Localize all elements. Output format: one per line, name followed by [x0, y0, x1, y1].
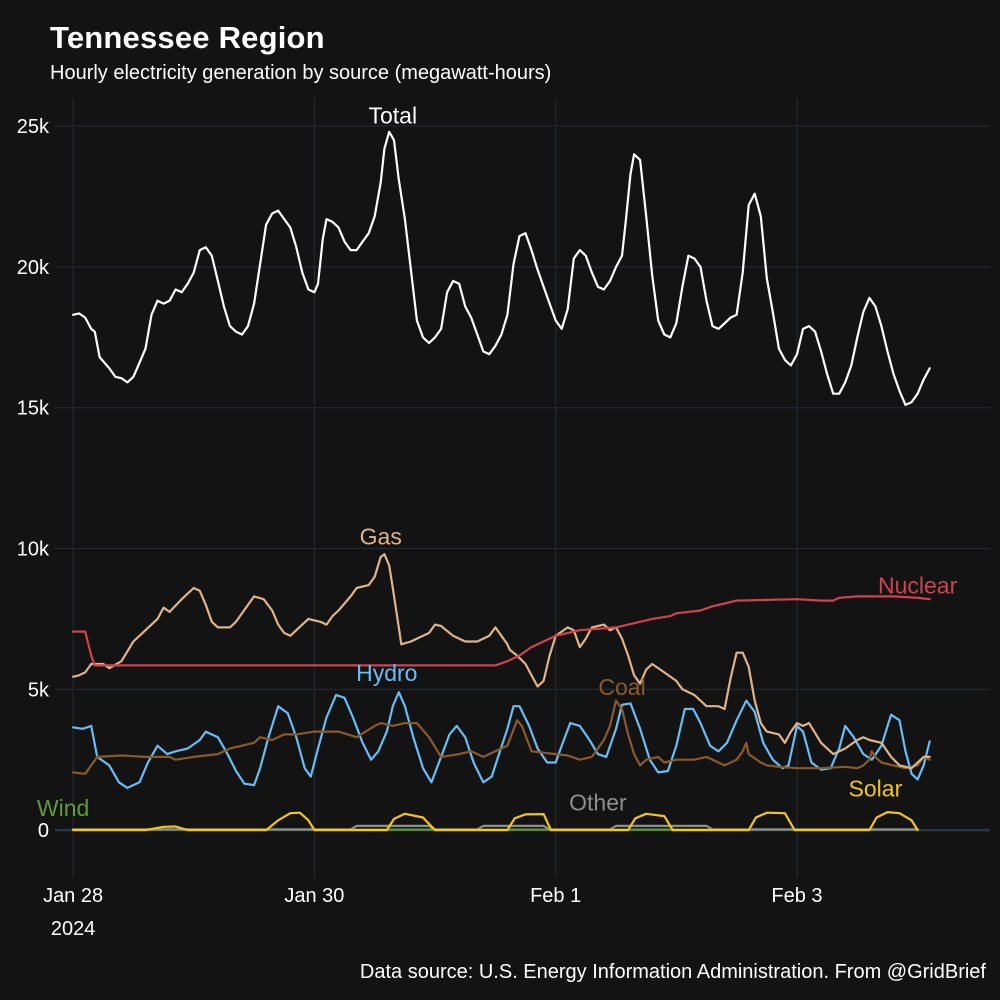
series-line-gas [72, 553, 931, 770]
series-line-nuclear [72, 595, 931, 667]
series-label-solar: Solar [849, 775, 903, 801]
y-tick-label: 15k [17, 398, 50, 420]
label-layer: Wind Other Solar Hydro Coal Gas Nuclear Total [37, 102, 958, 821]
series-label-total: Total [369, 102, 418, 128]
series-layer [72, 130, 931, 832]
series-label-hydro: Hydro [356, 660, 417, 686]
series-line-other [72, 824, 919, 831]
y-tick-label: 0 [38, 820, 49, 842]
x-tick-label: Jan 28 [43, 885, 103, 907]
chart-subtitle: Hourly electricity generation by source … [50, 62, 552, 84]
x-tick-sublabel: 2024 [51, 918, 96, 940]
data-source-caption: Data source: U.S. Energy Information Adm… [359, 961, 986, 983]
x-tick-label: Feb 3 [771, 885, 822, 907]
x-tick-label: Jan 30 [284, 885, 344, 907]
x-tick-label: Feb 1 [530, 885, 581, 907]
grid-layer [55, 98, 990, 878]
y-tick-label: 20k [17, 257, 50, 279]
series-label-gas: Gas [360, 523, 402, 549]
series-line-total [72, 130, 931, 406]
series-label-wind: Wind [37, 795, 89, 821]
axis-layer: 0 5k 10k 15k 20k 25k Jan 28 2024 Jan 30 Feb 1 Feb … [17, 116, 823, 940]
series-line-hydro [72, 691, 931, 789]
series-line-coal [72, 699, 931, 775]
series-label-other: Other [569, 789, 627, 815]
chart-title: Tennessee Region [50, 20, 325, 55]
series-line-solar [72, 811, 919, 832]
y-tick-label: 5k [28, 679, 50, 701]
series-label-coal: Coal [598, 674, 645, 700]
y-tick-label: 25k [17, 116, 50, 138]
y-tick-label: 10k [17, 539, 50, 561]
series-label-nuclear: Nuclear [878, 573, 958, 599]
